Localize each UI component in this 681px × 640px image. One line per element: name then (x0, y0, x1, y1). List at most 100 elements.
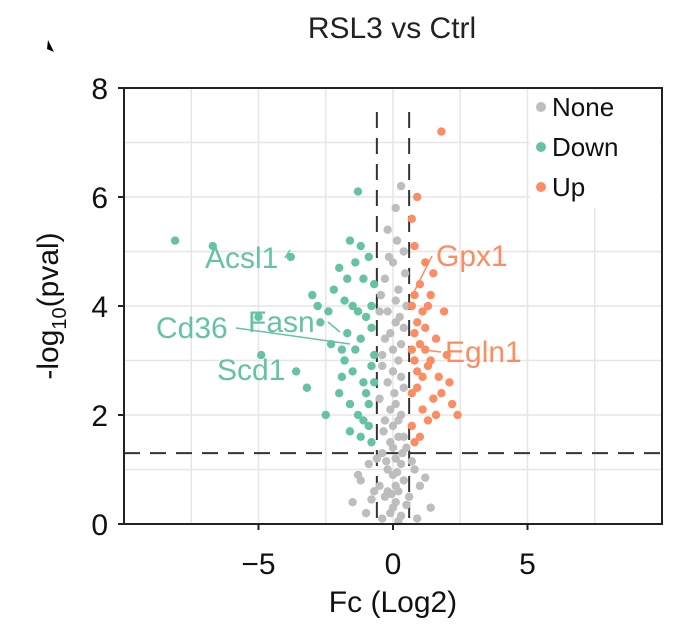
point-down (308, 290, 317, 300)
point-none (378, 514, 387, 523)
y-axis-ticks: 0 2 4 6 8 (91, 73, 124, 542)
point-none (384, 252, 394, 262)
data-points (170, 127, 462, 526)
point-none (399, 247, 408, 256)
point-none (396, 372, 406, 382)
point-none (383, 378, 392, 387)
point-none (386, 508, 395, 518)
point-up (413, 192, 422, 202)
point-down (369, 378, 379, 387)
point-up (445, 378, 454, 387)
point-none (380, 416, 390, 425)
point-none (426, 503, 435, 512)
legend-label-up: Up (552, 172, 585, 202)
y-axis-label-sub: 10 (49, 307, 71, 329)
point-up (429, 269, 438, 278)
point-none (379, 427, 388, 436)
point-up (421, 323, 430, 332)
annotation-label-fasn: Fasn (248, 306, 315, 339)
y-tick-label: 2 (91, 400, 108, 433)
point-none (375, 481, 384, 491)
point-none (378, 361, 387, 371)
point-none (383, 225, 392, 234)
point-down (208, 241, 217, 251)
legend-label-down: Down (552, 132, 618, 162)
point-down (351, 258, 360, 267)
point-down (340, 296, 349, 305)
point-down (316, 318, 325, 327)
point-none (399, 432, 408, 441)
point-up (431, 334, 441, 343)
annotation-label-acsl1: Acsl1 (205, 242, 278, 275)
point-none (388, 443, 398, 452)
legend-label-none: None (552, 92, 614, 122)
annotation-label-cd36: Cd36 (156, 312, 228, 345)
point-down (356, 241, 365, 251)
point-down (340, 356, 349, 365)
corner-mark (47, 40, 54, 52)
legend-marker-down (536, 142, 546, 152)
point-down (337, 345, 347, 354)
point-down (348, 367, 357, 376)
point-none (388, 421, 398, 431)
point-down (286, 252, 295, 262)
point-up (415, 280, 425, 289)
legend: None Down Up (530, 90, 660, 208)
point-none (376, 290, 386, 300)
point-none (382, 457, 391, 466)
point-down (321, 410, 330, 420)
point-none (395, 312, 404, 322)
point-down (359, 416, 368, 425)
point-down (343, 329, 352, 338)
point-none (399, 383, 408, 392)
point-none (364, 459, 373, 469)
point-down (345, 399, 355, 409)
point-none (415, 481, 425, 491)
point-up (447, 399, 457, 409)
point-none (348, 498, 357, 507)
point-down (356, 432, 365, 441)
point-down (302, 383, 312, 392)
point-none (388, 367, 398, 376)
point-none (361, 508, 371, 518)
point-none (387, 489, 396, 499)
point-up (423, 416, 433, 425)
point-down (353, 410, 363, 420)
point-none (398, 448, 407, 458)
point-down (291, 367, 301, 376)
point-none (399, 323, 408, 332)
point-none (391, 454, 400, 463)
y-axis-label: -log10(pval) (32, 232, 71, 379)
point-none (375, 307, 384, 316)
point-up (434, 372, 443, 382)
point-up (437, 389, 446, 398)
point-up (439, 307, 449, 316)
point-down (313, 301, 322, 311)
point-none (391, 399, 400, 409)
point-up (442, 350, 451, 360)
point-down (348, 301, 357, 311)
point-none (391, 296, 400, 305)
point-down (367, 361, 376, 371)
y-axis-label-rest: (pval) (32, 232, 65, 307)
x-tick-label: −5 (241, 548, 275, 581)
point-down (254, 312, 263, 322)
point-down (367, 323, 376, 332)
point-down (170, 236, 180, 245)
annotation-leader-line (291, 369, 298, 373)
point-up (415, 432, 425, 441)
point-none (394, 356, 403, 365)
point-down (345, 427, 355, 436)
x-axis-ticks: −5 0 5 (241, 524, 536, 581)
point-down (364, 399, 373, 409)
point-down (345, 236, 355, 245)
annotation-leader-line (413, 255, 433, 293)
y-tick-label: 0 (91, 509, 108, 542)
point-none (421, 473, 430, 482)
point-none (383, 307, 392, 316)
annotation-label-gpx1: Gpx1 (436, 240, 508, 273)
point-down (343, 274, 352, 283)
point-down (364, 421, 373, 431)
point-none (392, 468, 402, 477)
